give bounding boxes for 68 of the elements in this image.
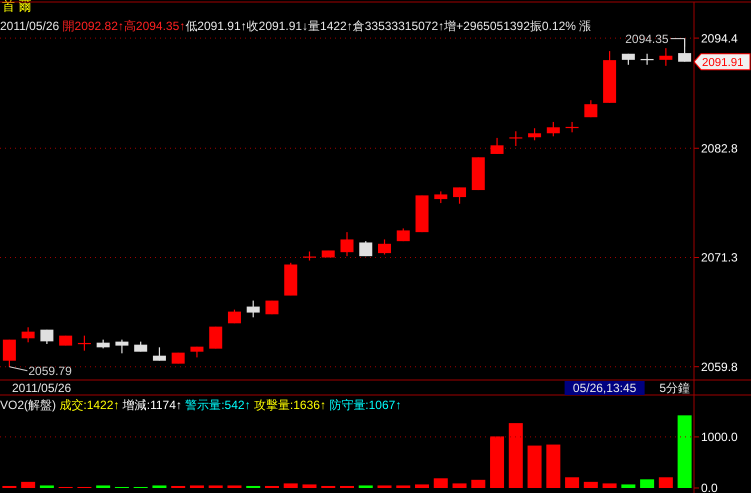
annotation: 2011/05/26: [12, 381, 72, 396]
candlestick: [359, 240, 372, 257]
annotation: 警示量:542↑: [185, 398, 254, 412]
annotation: 開2092.82↑高2094.35↑: [62, 19, 186, 34]
candlestick: [228, 309, 241, 324]
annotation: 防守量:1067↑: [329, 398, 402, 412]
candlestick: [434, 190, 448, 204]
candlestick: [546, 121, 560, 137]
bar: [658, 477, 673, 488]
bar: [602, 483, 617, 488]
bar: [508, 423, 523, 488]
candlestick: [396, 228, 410, 242]
annotation: 攻擊量:1636↑: [254, 398, 330, 412]
candlestick: [190, 346, 204, 358]
y-tick-label: 0.0: [701, 481, 718, 493]
y-tick-label: 1000.0: [701, 430, 738, 444]
candlestick: [40, 329, 54, 345]
y-tick-label: 2071.3: [701, 250, 738, 265]
bar: [584, 482, 598, 488]
annotation: 05/26,13:45: [572, 381, 637, 396]
bar: [40, 485, 54, 488]
candlestick: [2, 339, 16, 368]
annotation: 成交:1422↑: [59, 398, 123, 412]
bar: [302, 484, 316, 488]
candlestick: [265, 300, 278, 315]
annotation: 增減:1174↑: [122, 398, 186, 412]
bar: [434, 478, 448, 488]
annotation: 2011/05/26: [0, 19, 63, 34]
candlestick: [378, 238, 392, 256]
bar: [208, 485, 223, 488]
candlestick: [115, 339, 128, 354]
bar: [640, 479, 654, 488]
annotation: 5分鐘: [659, 381, 690, 396]
bar: [471, 480, 486, 488]
candlestick: [22, 326, 35, 343]
candlestick: [490, 137, 504, 155]
candlestick: [659, 48, 672, 66]
y-tick-label: 2094.4: [701, 31, 738, 46]
candlestick: [584, 100, 598, 118]
bar: [284, 483, 298, 488]
bar: [565, 477, 580, 488]
candlestick: [209, 326, 222, 350]
candlestick: [453, 186, 466, 204]
candlestick: [246, 300, 260, 318]
bar: [678, 415, 692, 488]
candlestick: [340, 232, 354, 257]
bar: [528, 446, 542, 488]
annotation: 2059.79: [28, 364, 72, 378]
y-tick-label: 2082.8: [701, 141, 738, 156]
bar: [358, 485, 373, 488]
bar: [152, 485, 166, 488]
candlestick: [152, 346, 166, 362]
bar: [396, 485, 410, 488]
bar: [190, 485, 204, 488]
bar: [227, 485, 242, 488]
bar: [378, 485, 392, 488]
bar: [415, 484, 430, 488]
bar: [490, 436, 504, 488]
bar: [546, 444, 560, 488]
bar: [96, 485, 110, 488]
bar: [621, 484, 636, 488]
bar: [452, 483, 467, 488]
annotation: 低2091.91↑收2091.91↓量1422↑倉33533315072↑增+2965051392振0.12% 漲: [185, 19, 592, 34]
y-tick-label: 2059.8: [701, 360, 738, 374]
annotation: 2094.35: [625, 32, 669, 46]
bar: [21, 482, 36, 488]
chart-title: VO2(解盤): [0, 398, 60, 412]
text: 2091.91: [702, 56, 744, 69]
